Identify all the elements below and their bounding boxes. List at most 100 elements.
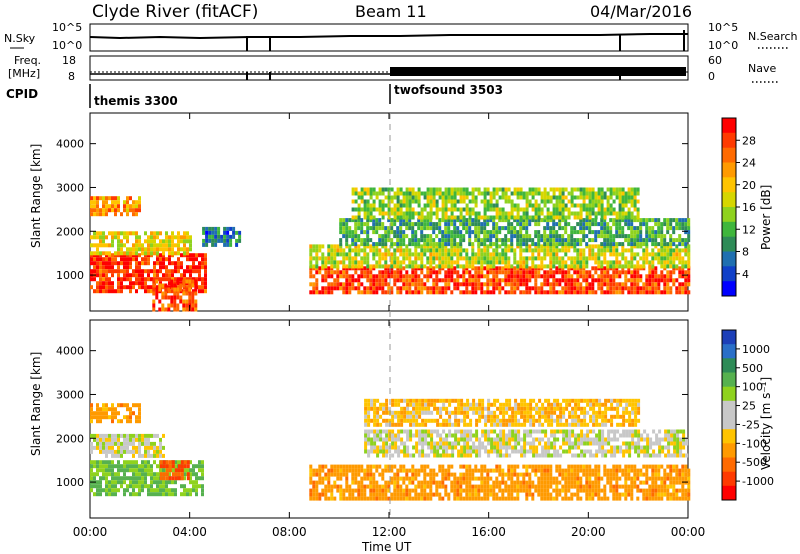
power-heatmap (90, 187, 691, 312)
heatmap-cell (477, 476, 481, 481)
heatmap-cell (99, 484, 102, 489)
heatmap-cell (147, 239, 150, 244)
heatmap-cell (105, 251, 108, 256)
heatmap-cell (147, 251, 150, 256)
heatmap-cell (120, 476, 123, 481)
heatmap-cell (552, 195, 556, 200)
heatmap-cell (687, 476, 691, 481)
heatmap-cell (564, 488, 568, 493)
heatmap-cell (432, 260, 436, 265)
heatmap-cell (408, 256, 412, 261)
heatmap-cell (315, 496, 319, 501)
heatmap-cell (366, 207, 370, 212)
heatmap-cell (558, 222, 562, 227)
heatmap-cell (454, 445, 458, 450)
heatmap-cell (570, 286, 574, 291)
heatmap-cell (369, 248, 373, 253)
heatmap-cell (561, 234, 565, 239)
heatmap-cell (321, 244, 325, 249)
heatmap-cell (138, 403, 141, 408)
heatmap-cell (378, 187, 382, 192)
heatmap-cell (510, 274, 514, 279)
heatmap-cell (453, 248, 457, 253)
heatmap-cell (597, 286, 601, 291)
heatmap-cell (360, 222, 364, 227)
heatmap-cell (333, 248, 337, 253)
heatmap-cell (579, 203, 583, 208)
heatmap-cell (447, 476, 451, 481)
heatmap-cell (426, 492, 430, 497)
heatmap-cell (120, 419, 123, 424)
heatmap-cell (162, 460, 166, 465)
heatmap-cell (516, 215, 520, 220)
heatmap-cell (546, 282, 550, 287)
heatmap-cell (687, 244, 691, 249)
heatmap-cell (498, 230, 502, 235)
heatmap-cell (633, 476, 637, 481)
heatmap-cell (532, 437, 536, 442)
heatmap-cell (177, 476, 181, 481)
heatmap-cell (612, 468, 616, 473)
heatmap-cell (438, 207, 442, 212)
heatmap-cell (549, 282, 553, 287)
heatmap-cell (141, 269, 144, 274)
heatmap-cell (594, 230, 598, 235)
heatmap-cell (192, 484, 195, 489)
heatmap-cell (406, 437, 410, 442)
heatmap-cell (499, 433, 503, 438)
heatmap-cell (471, 488, 475, 493)
heatmap-cell (642, 218, 646, 223)
heatmap-cell (232, 230, 236, 235)
heatmap-cell (528, 234, 532, 239)
heatmap-cell (645, 468, 649, 473)
heatmap-cell (507, 282, 511, 287)
heatmap-cell (603, 195, 607, 200)
heatmap-cell (129, 433, 132, 438)
heatmap-cell (534, 256, 538, 261)
heatmap-cell (450, 260, 454, 265)
heatmap-cell (453, 484, 457, 489)
heatmap-cell (591, 488, 595, 493)
heatmap-cell (191, 307, 195, 312)
heatmap-cell (439, 441, 443, 446)
heatmap-cell (399, 290, 403, 295)
heatmap-cell (152, 303, 156, 308)
heatmap-cell (402, 286, 406, 291)
heatmap-cell (675, 464, 679, 469)
heatmap-cell (399, 199, 403, 204)
heatmap-cell (205, 242, 209, 247)
heatmap-cell (138, 464, 141, 469)
heatmap-cell (432, 282, 436, 287)
heatmap-cell (459, 282, 463, 287)
heatmap-cell (194, 287, 198, 292)
heatmap-cell (414, 199, 418, 204)
heatmap-cell (108, 460, 111, 465)
heatmap-cell (183, 269, 186, 274)
heatmap-cell (339, 464, 343, 469)
heatmap-cell (147, 433, 150, 438)
heatmap-cell (549, 274, 553, 279)
heatmap-cell (541, 453, 545, 458)
heatmap-cell (168, 261, 171, 266)
heatmap-cell (459, 230, 463, 235)
heatmap-cell (369, 244, 373, 249)
heatmap-cell (435, 248, 439, 253)
heatmap-cell (372, 282, 376, 287)
heatmap-cell (366, 464, 370, 469)
heatmap-cell (475, 453, 479, 458)
heatmap-cell (567, 244, 571, 249)
heatmap-cell (150, 269, 153, 274)
heatmap-cell (369, 207, 373, 212)
heatmap-cell (657, 496, 661, 501)
heatmap-cell (372, 286, 376, 291)
heatmap-cell (471, 476, 475, 481)
heatmap-cell (129, 449, 132, 454)
heatmap-cell (489, 488, 493, 493)
heatmap-cell (513, 468, 517, 473)
heatmap-cell (426, 215, 430, 220)
heatmap-cell (591, 480, 595, 485)
cpid-mode-1: themis 3300 (94, 94, 178, 108)
heatmap-cell (645, 476, 649, 481)
heatmap-cell (600, 187, 604, 192)
heatmap-cell (384, 195, 388, 200)
